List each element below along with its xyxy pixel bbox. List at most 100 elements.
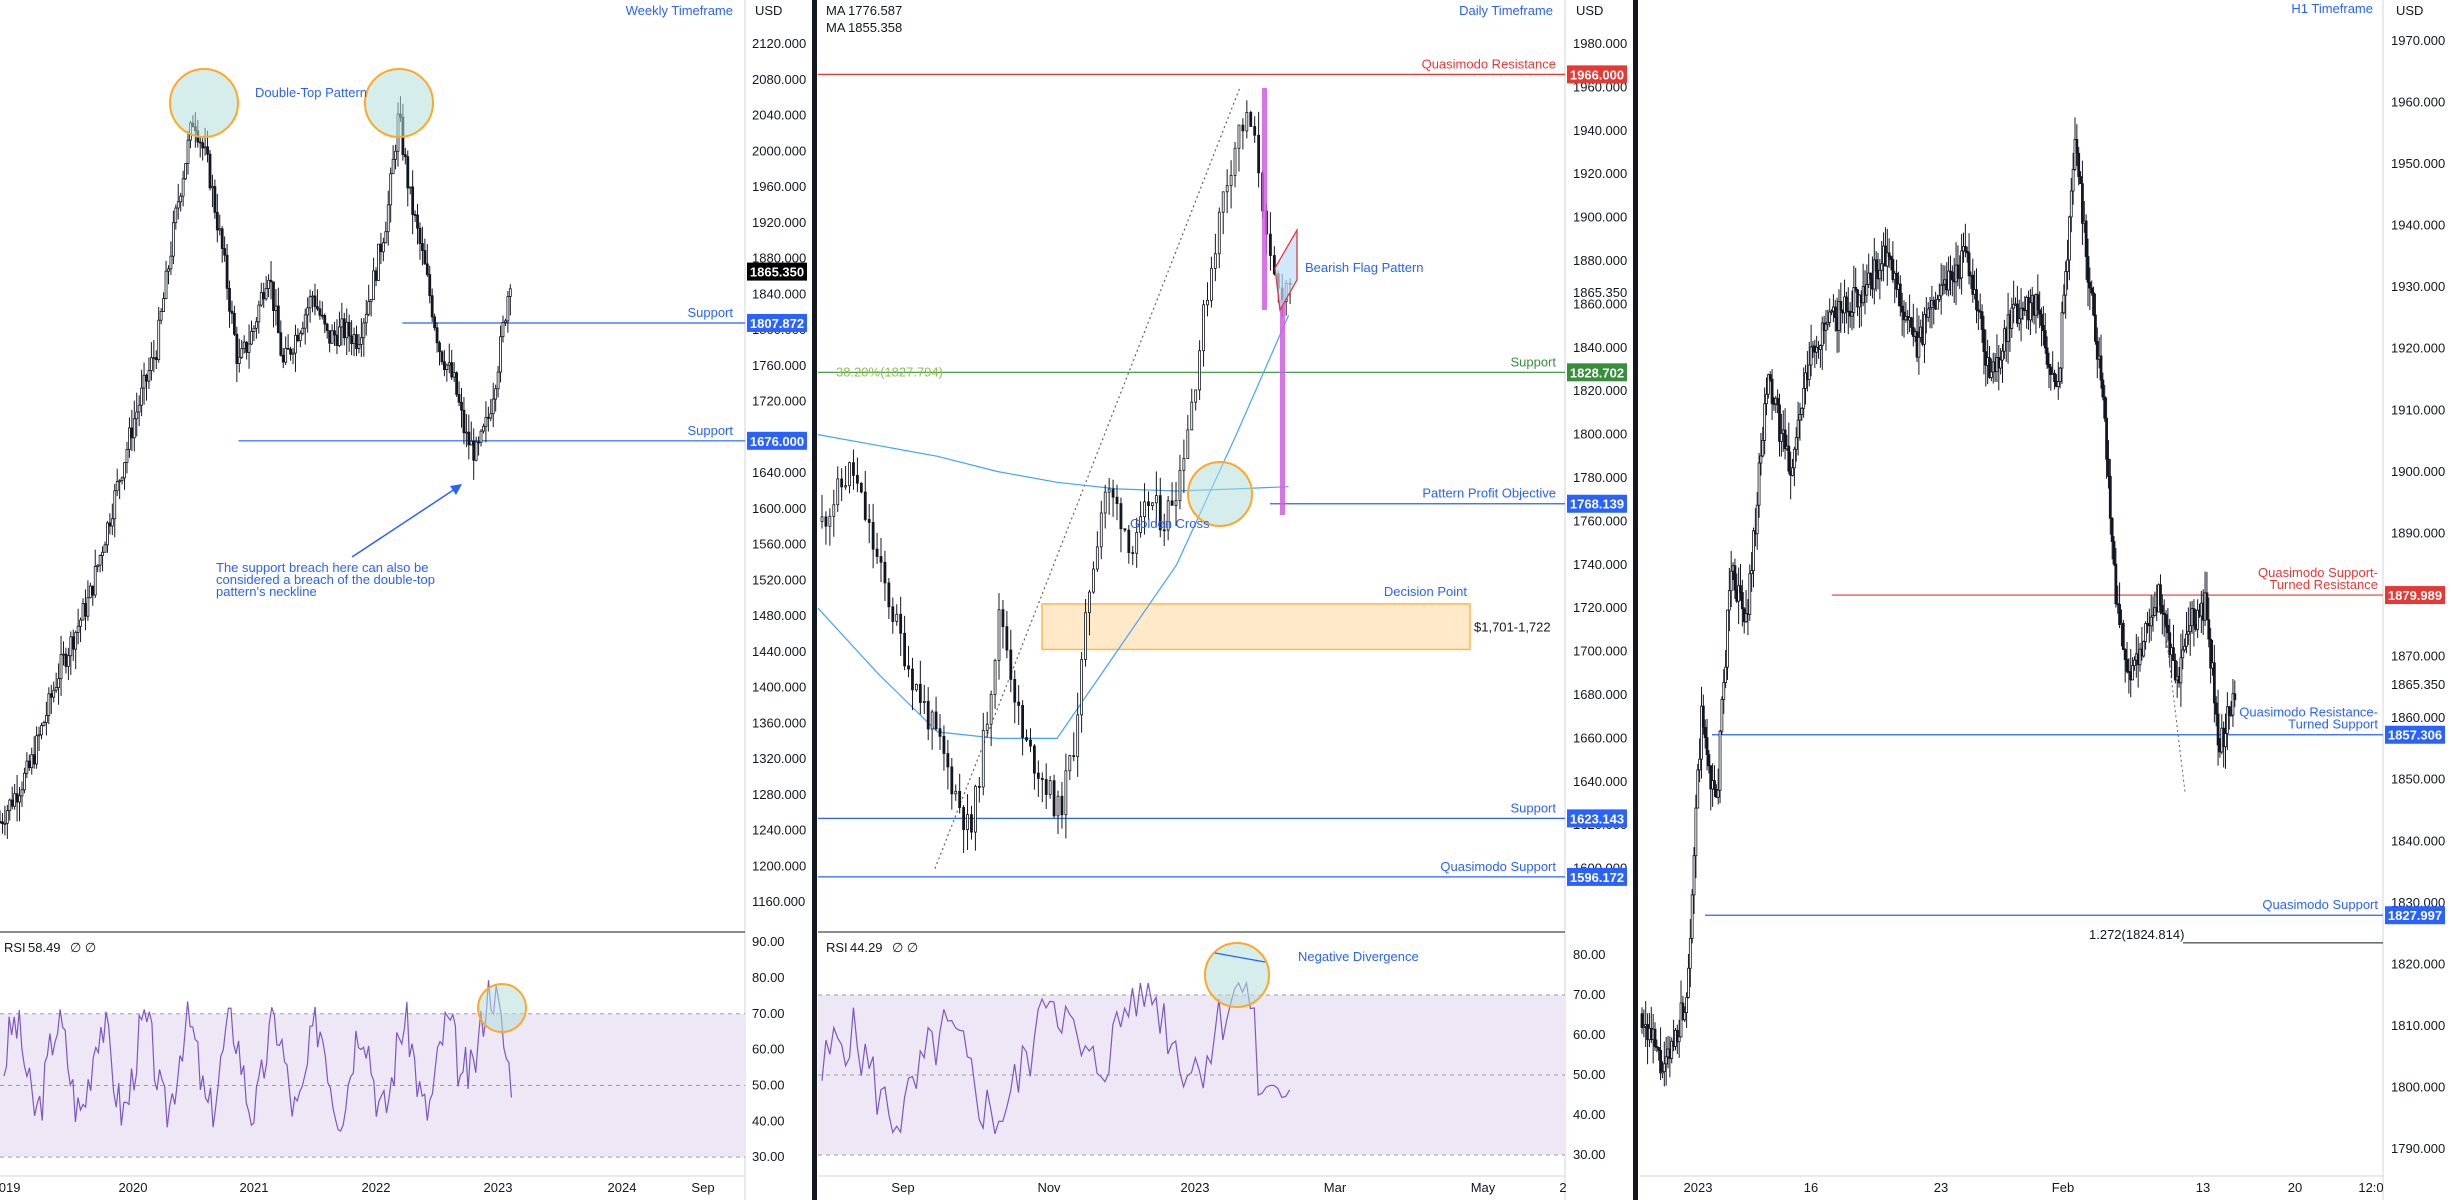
- price-tick: 1240.000: [752, 823, 806, 838]
- price-tick: 1940.000: [1573, 123, 1627, 138]
- weekly-candle-body: [464, 431, 468, 434]
- price-tick: 2120.000: [752, 36, 806, 51]
- weekly-candle-body: [186, 139, 190, 165]
- h1-candle-body: [2162, 612, 2166, 615]
- price-tick: 1800.000: [1573, 427, 1627, 442]
- current-price-badge-bg: [747, 262, 807, 281]
- h1-candle-body: [2071, 169, 2075, 192]
- level-price-badge-bg: [2385, 725, 2445, 744]
- h1-panel: H1 Timeframe USD 1970.000 1960.000 1950.000 1…: [1640, 0, 2445, 1200]
- panel-divider: [812, 0, 817, 1200]
- daily-candle-body: [1174, 500, 1178, 506]
- h1-candle-body: [1755, 504, 1759, 535]
- weekly-candle-body: [455, 372, 459, 395]
- level-label: Pattern Profit Objective: [1422, 486, 1556, 501]
- weekly-candle-body: [171, 222, 175, 257]
- weekly-candle-body: [142, 374, 146, 389]
- weekly-candle-body: [54, 687, 58, 691]
- weekly-candle-body: [306, 307, 310, 316]
- h1-candle-body: [1939, 284, 1943, 297]
- h1-candle-body: [1807, 364, 1811, 380]
- daily-candle-body: [871, 522, 875, 550]
- weekly-candle-body: [496, 371, 500, 390]
- weekly-candle-body: [3, 822, 7, 825]
- weekly-candle-body: [71, 636, 75, 650]
- rsi-tick: 50.00: [752, 1077, 785, 1092]
- price-tick: 1860.000: [2391, 710, 2445, 725]
- weekly-candle-body: [64, 653, 68, 667]
- h1-candle-body: [1752, 530, 1755, 571]
- weekly-candle-body: [101, 551, 104, 556]
- level-price-badge: 1857.306: [2388, 728, 2442, 743]
- rsi-tick: 60.00: [1573, 1027, 1606, 1042]
- time-tick: 2020: [119, 1180, 148, 1195]
- weekly-candle-body: [262, 292, 266, 300]
- h1-candle-body: [2227, 706, 2231, 716]
- weekly-candle-body: [25, 760, 29, 774]
- daily-candle-body: [1186, 429, 1190, 459]
- h1-candle-body: [2133, 659, 2136, 667]
- decision-range-label: $1,701-1,722: [1474, 620, 1551, 635]
- daily-candle-body: [1088, 591, 1091, 614]
- price-tick: 1820.000: [1573, 383, 1627, 398]
- h1-candle-body: [2021, 307, 2025, 311]
- h1-candle-body: [2151, 614, 2155, 618]
- weekly-candle-body: [442, 361, 446, 371]
- weekly-candle-body: [330, 330, 334, 344]
- h1-candle-body: [2179, 657, 2183, 684]
- time-tick: 2023: [1181, 1180, 1210, 1195]
- h1-candle-body: [2196, 609, 2200, 630]
- h1-candle-body: [1798, 414, 1802, 421]
- daily-candle-body: [930, 711, 934, 730]
- h1-candle-body: [1804, 372, 1807, 389]
- weekly-candle-body: [15, 793, 19, 803]
- weekly-candle-body: [325, 323, 329, 332]
- daily-candle-body: [1017, 701, 1021, 706]
- h1-candle-body: [2183, 645, 2187, 651]
- breach-arrow: [351, 486, 459, 558]
- weekly-candle-body: [318, 308, 322, 316]
- h1-candle-body: [2069, 190, 2073, 218]
- weekly-candle-body: [482, 425, 485, 432]
- weekly-candle-body: [259, 292, 263, 306]
- h1-candle-body: [1965, 250, 1969, 254]
- price-tick: 1160.000: [752, 894, 805, 909]
- weekly-candle-body: [140, 387, 144, 406]
- daily-candle-body: [844, 485, 848, 488]
- timeframe-label: Daily Timeframe: [1459, 3, 1553, 18]
- h1-candle-body: [2112, 541, 2116, 565]
- weekly-candle-body: [254, 321, 258, 329]
- weekly-candle-body: [88, 585, 92, 599]
- h1-candle-body: [1932, 299, 1936, 306]
- h1-candle-body: [2058, 367, 2062, 383]
- price-tick: 1820.000: [2391, 956, 2445, 971]
- h1-candle-body: [1937, 295, 1941, 300]
- weekly-candle-body: [135, 411, 139, 420]
- daily-candle-body: [883, 561, 887, 584]
- rsi-tick: 70.00: [752, 1006, 785, 1021]
- price-tick: 1880.000: [1573, 253, 1627, 268]
- weekly-candle-body: [303, 314, 307, 329]
- time-tick: Nov: [1037, 1180, 1061, 1195]
- level-price-badge: 1827.997: [2388, 908, 2442, 923]
- h1-candle-body: [1830, 310, 1833, 313]
- weekly-candle-body: [474, 441, 478, 461]
- daily-candle-body: [1064, 770, 1068, 816]
- h1-candle-body: [1936, 299, 1939, 310]
- h1-candle-body: [1826, 321, 1830, 325]
- h1-candle-body: [1794, 437, 1798, 450]
- h1-candle-body: [2038, 309, 2042, 315]
- price-tick: 1790.000: [2391, 1141, 2445, 1156]
- h1-candle-body: [1675, 1029, 1679, 1043]
- weekly-candle-body: [257, 304, 261, 323]
- daily-candle-body: [970, 814, 973, 833]
- weekly-candle-body: [276, 305, 280, 334]
- daily-candle-body: [1178, 469, 1182, 502]
- h1-candle-body: [1657, 1047, 1661, 1051]
- weekly-candle-body: [230, 310, 234, 314]
- time-tick: 20: [2288, 1180, 2302, 1195]
- daily-candle-body: [1135, 532, 1139, 554]
- h1-candle-body: [2017, 318, 2021, 324]
- h1-candle-body: [1820, 322, 1824, 346]
- h1-candle-body: [1740, 592, 1744, 610]
